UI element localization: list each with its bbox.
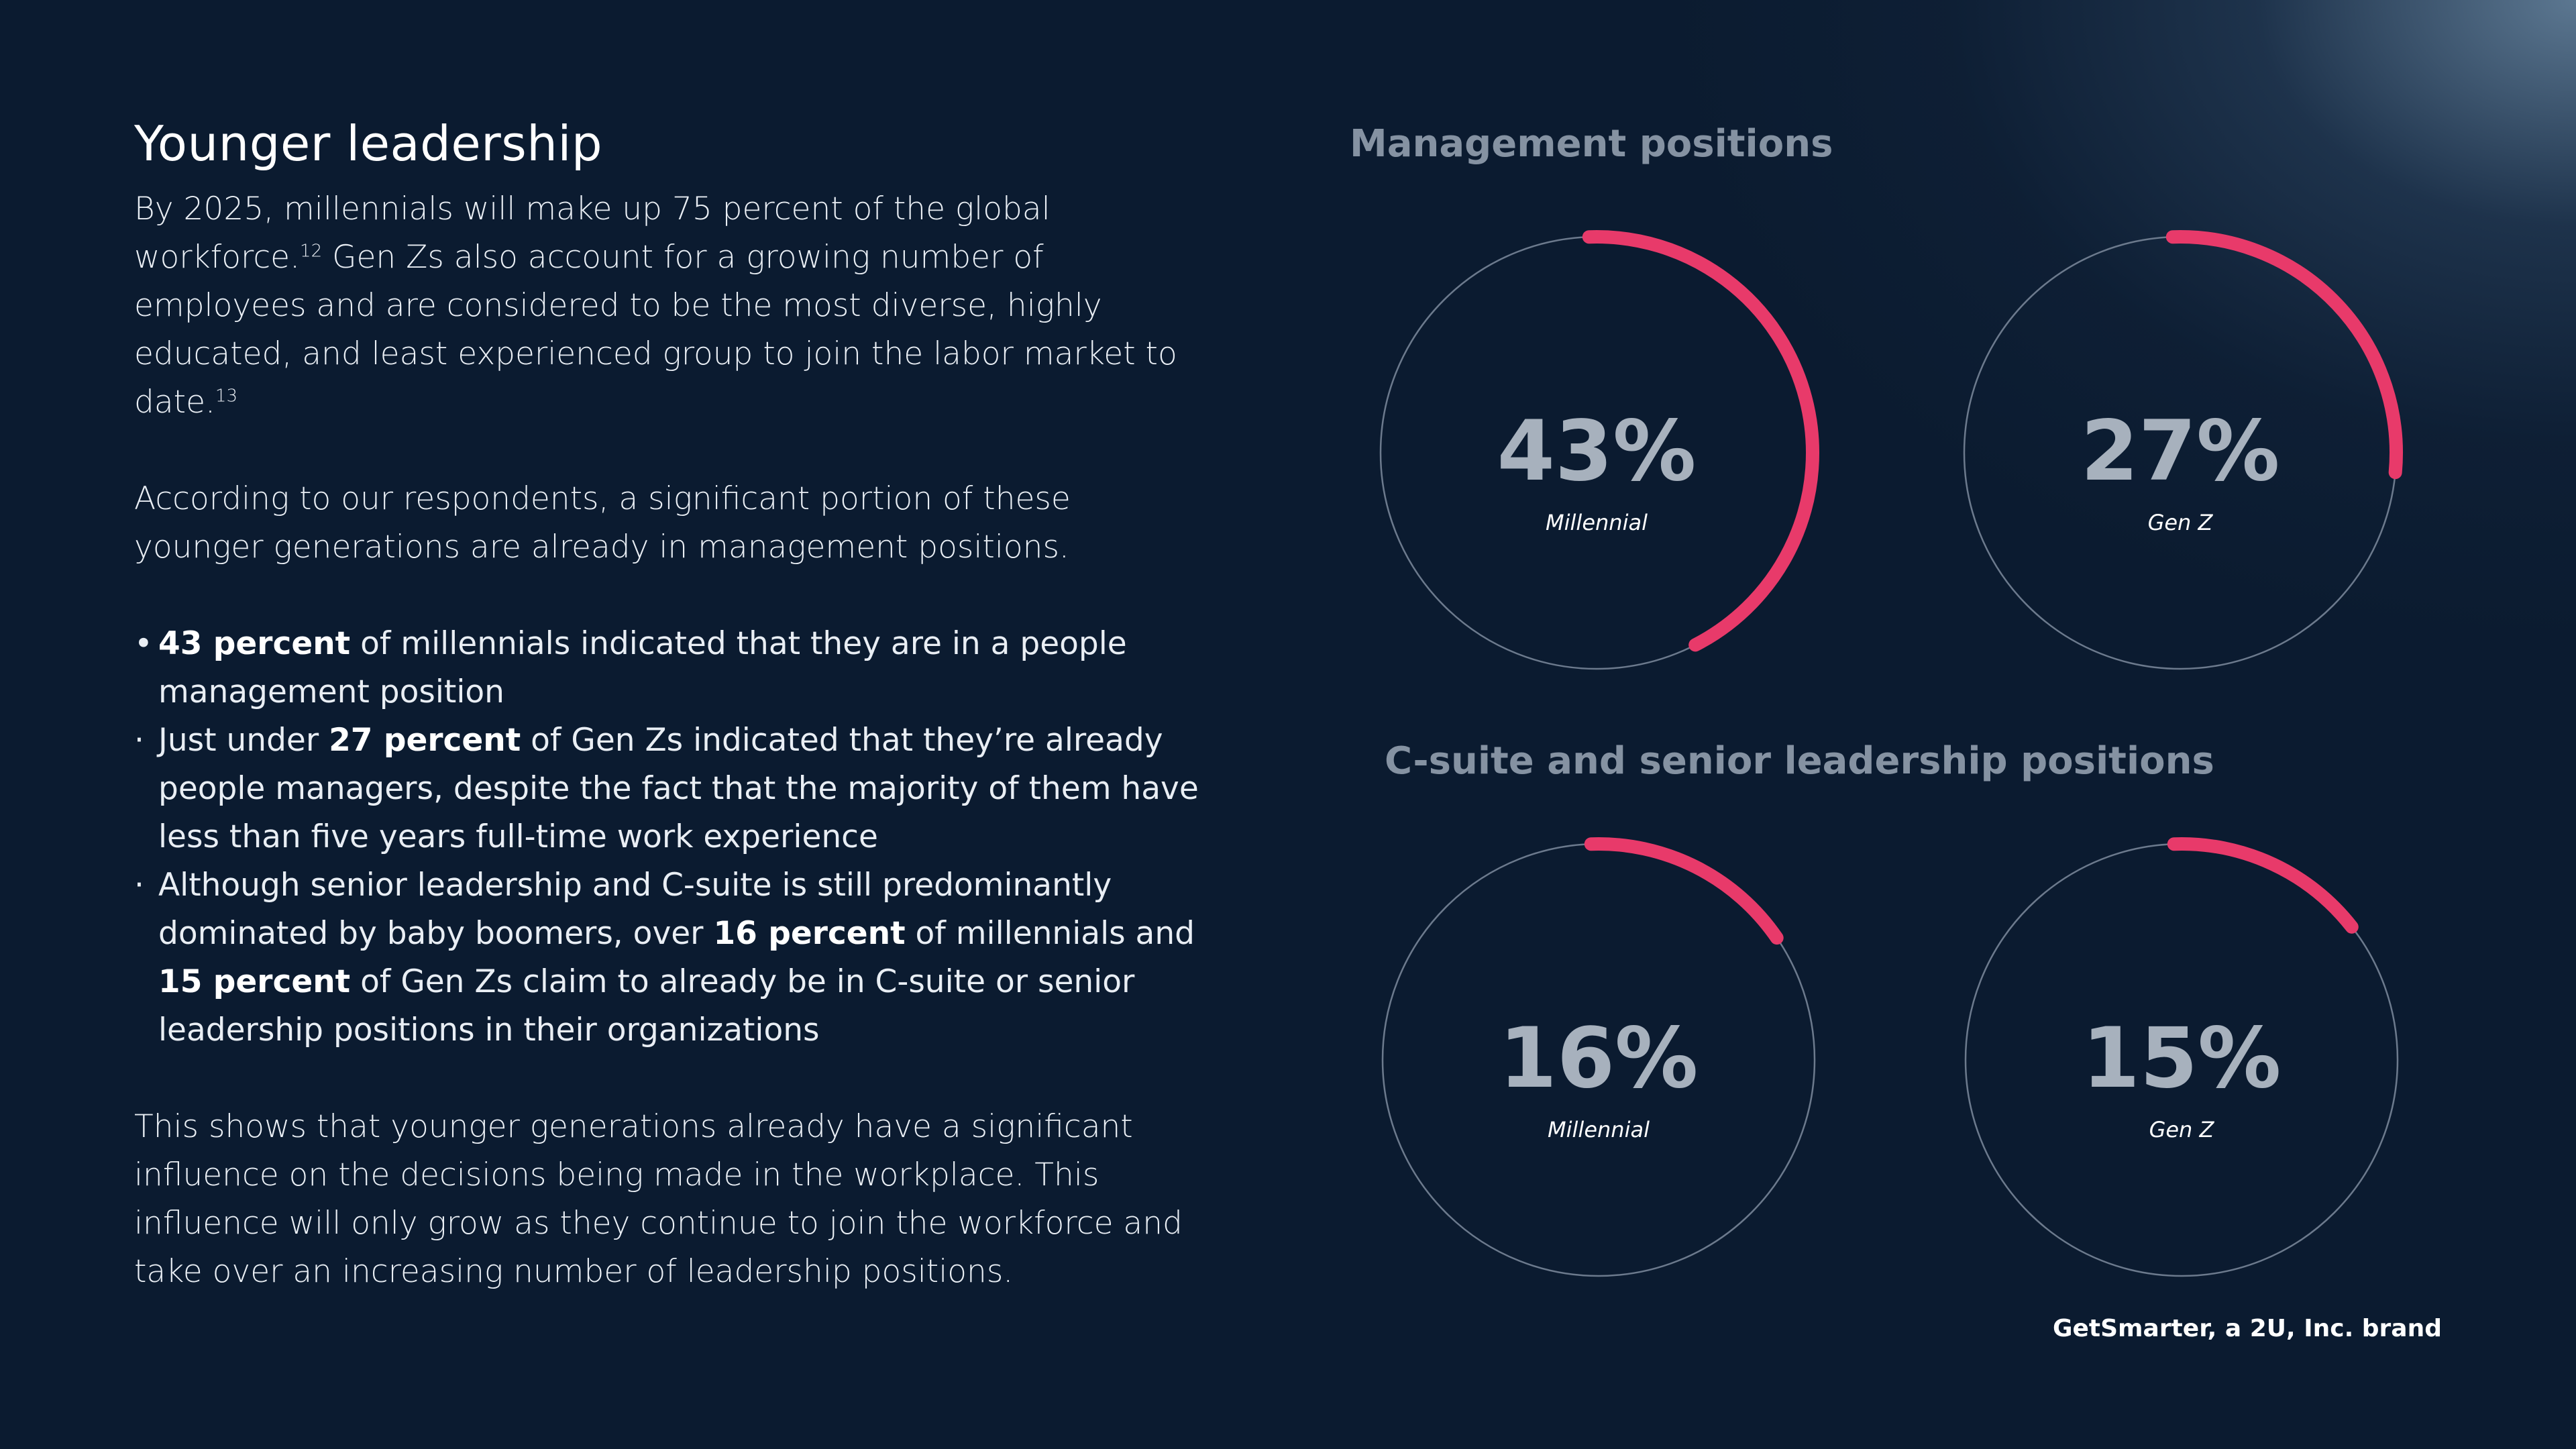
item-text: of millennials indicated that they are i… [158,625,1127,711]
csuite-section-title: C-suite and senior leadership positions [1385,739,2214,783]
respondents-paragraph: According to our respondents, a signific… [134,480,1071,566]
list-item: • 43 percent of millennials indicated th… [134,620,1208,716]
brand-footer: GetSmarter, a 2U, Inc. brand [2052,1315,2442,1342]
value-arc-1 [2165,230,2403,480]
bullet-dot: • [134,625,153,663]
page-title: Younger leadership [134,115,603,172]
category-label-1: Gen Z [2148,510,2214,535]
bullet-dot: · [134,722,144,759]
value-arc-2 [1584,837,1784,945]
item-text: Just under [158,722,329,759]
intro-rest: Gen Zs also account for a growing number… [134,239,1177,421]
value-arc-3 [2167,837,2359,934]
bullet-dot: · [134,867,144,904]
value-label-3: 15% [2082,1010,2282,1107]
management-section-title: Management positions [1350,122,1833,166]
stat-bold: 15 percent [158,963,351,1001]
category-label-2: Millennial [1548,1117,1650,1142]
findings-list: • 43 percent of millennials indicated th… [134,620,1208,1055]
item-text: Although senior leadership and C-suite i… [158,867,1112,953]
stat-bold: 43 percent [158,625,351,663]
stat-bold: 27 percent [329,722,521,759]
list-item: · Just under 27 percent of Gen Zs indica… [134,716,1208,861]
list-item: · Although senior leadership and C-suite… [134,861,1208,1055]
conclusion-paragraph: This shows that younger generations alre… [134,1108,1183,1291]
value-label-1: 27% [2081,403,2280,500]
intro-line-1: By 2025, millennials will make up 75 per… [134,191,1051,276]
category-label-0: Millennial [1546,510,1648,535]
value-label-2: 16% [1499,1010,1699,1107]
value-label-0: 43% [1497,403,1697,500]
item-text: of millennials and [905,915,1195,953]
item-text: of Gen Zs claim to already be in C-suite… [158,963,1135,1049]
category-label-3: Gen Z [2149,1117,2215,1142]
stat-bold: 16 percent [713,915,906,953]
text-column: Younger leadership By 2025, millennials … [134,117,1221,1296]
item-text: of Gen Zs indicated that they’re already… [158,722,1199,856]
footnote-ref-13: 13 [215,386,238,407]
value-arc-0 [1582,230,1820,652]
footnote-ref-12: 12 [300,241,323,262]
intro-paragraph: By 2025, millennials will make up 75 per… [134,185,1181,427]
